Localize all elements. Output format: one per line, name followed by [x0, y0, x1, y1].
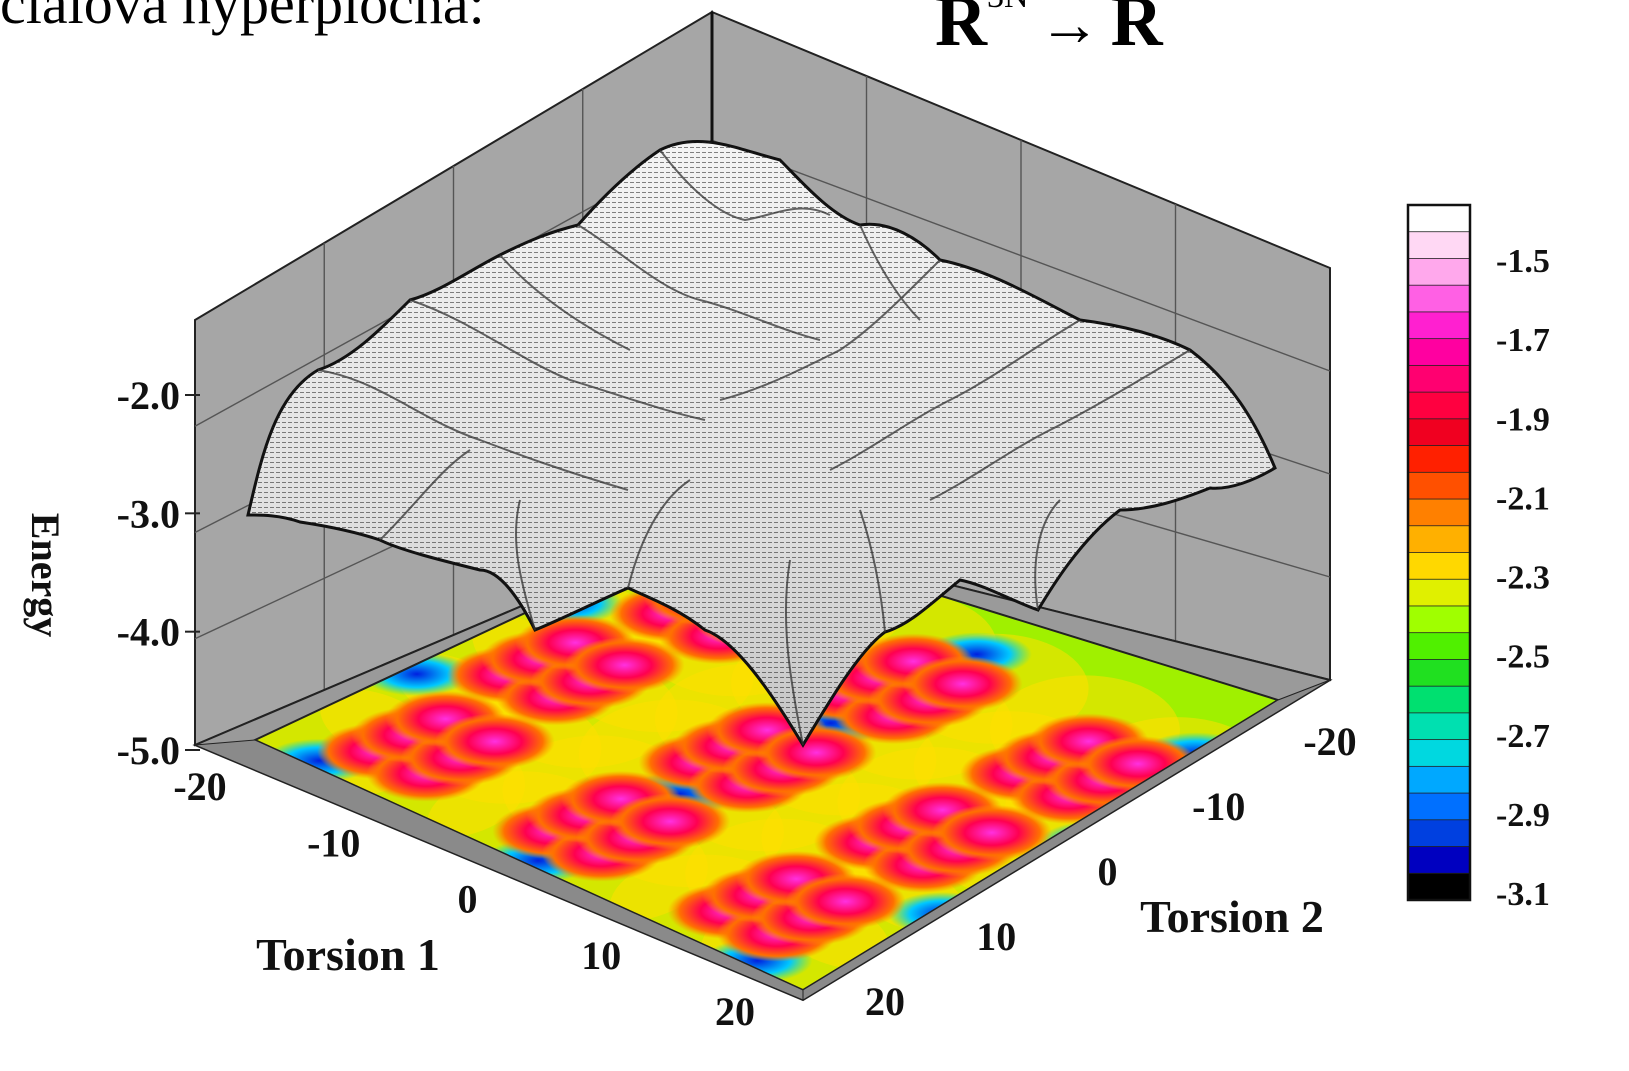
- y-tick-label: 0: [1098, 849, 1118, 894]
- z-tick-label: -4.0: [117, 610, 180, 655]
- surface-ridge-line: [1034, 499, 1061, 611]
- surface-ridge-line: [659, 149, 831, 222]
- colorbar-swatch: [1407, 872, 1471, 901]
- colorbar-swatch: [1407, 338, 1471, 367]
- z-tick-label: -2.0: [117, 373, 180, 418]
- surface-ridge-line: [515, 499, 536, 631]
- formula-target: R: [1110, 0, 1163, 61]
- surface-ridge-line: [929, 349, 1191, 501]
- colorbar-swatch: [1407, 391, 1471, 420]
- colorbar-label: -2.7: [1496, 718, 1550, 755]
- formula-base: R: [935, 0, 987, 61]
- colorbar-swatch: [1407, 739, 1471, 768]
- colorbar-swatch: [1407, 846, 1471, 875]
- surface-ridge-line: [829, 319, 1081, 471]
- floor-contour-peak: [610, 793, 731, 850]
- x-tick-label: -20: [173, 764, 226, 809]
- z-axis-label: Energy: [23, 513, 68, 637]
- colorbar-label: -2.1: [1496, 480, 1550, 517]
- colorbar-label: -2.9: [1496, 797, 1550, 834]
- surface-ridge-line: [719, 259, 941, 401]
- formula-superscript: 3N: [987, 0, 1029, 15]
- x-tick-label: 0: [458, 877, 478, 922]
- x-tick-label: 10: [581, 933, 621, 978]
- colorbar-swatch: [1407, 765, 1471, 794]
- surface-hatching: [248, 141, 1275, 745]
- colorbar-swatch: [1407, 204, 1471, 233]
- mapping-formula: R3N→R: [935, 0, 1163, 63]
- y-tick-label: 10: [976, 914, 1016, 959]
- colorbar-labels: -1.5 -1.7 -1.9 -2.1 -2.3 -2.5 -2.7 -2.9 -3.1: [1496, 243, 1550, 913]
- surface-ridge-line: [317, 369, 629, 491]
- colorbar-label: -1.5: [1496, 243, 1550, 280]
- surface-ridge-line: [379, 449, 471, 541]
- surface-ridge-line: [859, 224, 921, 321]
- colorbar-swatch: [1407, 498, 1471, 527]
- colorbar-swatch: [1407, 552, 1471, 581]
- right-wall-horizontal-gridline: [711, 139, 1331, 372]
- y-tick-label: -20: [1303, 719, 1356, 764]
- colorbar-swatch: [1407, 445, 1471, 474]
- x-axis-ticks: -20 -10 0 10 20: [173, 764, 755, 1034]
- colorbar-swatch: [1407, 792, 1471, 821]
- floor-contour-peak: [931, 804, 1052, 861]
- colorbar-swatch: [1407, 819, 1471, 848]
- energy-surface: [246, 139, 1277, 748]
- y-tick-label: -10: [1192, 784, 1245, 829]
- floor-contour-peak: [756, 724, 877, 781]
- y-tick-label: 20: [865, 979, 905, 1024]
- colorbar-swatch: [1407, 712, 1471, 741]
- heading-text: ciálová hyperplocha:: [0, 0, 485, 36]
- floor-front-right-edge: [802, 679, 1331, 1001]
- y-axis-label: Torsion 2: [1140, 891, 1324, 942]
- colorbar-label: -2.3: [1496, 560, 1550, 597]
- surface-ridge-line: [409, 299, 706, 421]
- colorbar-frame: [1406, 203, 1472, 902]
- surface-ridge-line: [627, 479, 691, 589]
- surface-ridge-line: [499, 254, 631, 351]
- colorbar-swatch: [1407, 284, 1471, 313]
- surface-ridge-line: [784, 559, 804, 746]
- colorbar-swatch: [1407, 258, 1471, 287]
- y-axis-ticks: -20 -10 0 10 20: [865, 719, 1357, 1024]
- surface-ridge-line: [577, 224, 821, 341]
- x-axis-label: Torsion 1: [256, 929, 440, 980]
- floor-contour-peak: [785, 873, 906, 930]
- colorbar-label: -2.5: [1496, 639, 1550, 676]
- floor-contour-peak: [564, 637, 685, 694]
- colorbar-swatch: [1407, 578, 1471, 607]
- z-axis-ticks: -2.0 -3.0 -4.0 -5.0: [117, 373, 200, 773]
- page-heading: ciálová hyperplocha:: [0, 0, 485, 37]
- colorbar-label: -3.1: [1496, 876, 1550, 913]
- z-tick-label: -5.0: [117, 728, 180, 773]
- colorbar-swatch: [1407, 659, 1471, 688]
- colorbar-swatch: [1407, 685, 1471, 714]
- colorbar-swatch: [1407, 418, 1471, 447]
- colorbar-label: -1.9: [1496, 401, 1550, 438]
- colorbar: [1406, 203, 1472, 902]
- formula-arrow: →: [1038, 0, 1101, 59]
- colorbar-swatch: [1407, 471, 1471, 500]
- colorbar-label: -1.7: [1496, 322, 1550, 359]
- x-tick-label: -10: [307, 820, 360, 865]
- colorbar-swatch: [1407, 605, 1471, 634]
- floor-contour-peak: [902, 655, 1023, 712]
- colorbar-swatch: [1407, 525, 1471, 554]
- surface-ridges: [317, 149, 1191, 746]
- z-tick-label: -3.0: [117, 491, 180, 536]
- colorbar-swatch: [1407, 311, 1471, 340]
- floor-contour-peak: [434, 713, 555, 770]
- colorbar-swatch: [1407, 231, 1471, 260]
- colorbar-swatch: [1407, 632, 1471, 661]
- surface-ridge-line: [859, 509, 886, 633]
- x-tick-label: 20: [715, 989, 755, 1034]
- colorbar-swatch: [1407, 364, 1471, 394]
